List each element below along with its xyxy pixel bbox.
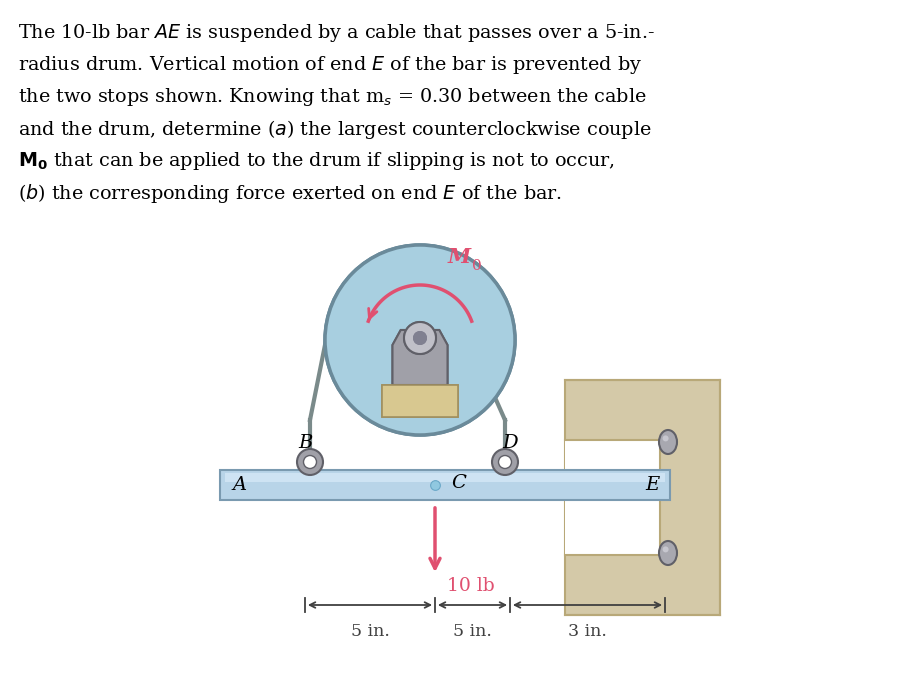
Text: 5 in.: 5 in. — [351, 623, 389, 640]
Circle shape — [325, 245, 515, 435]
Ellipse shape — [663, 546, 669, 552]
Text: the two stops shown. Knowing that m$_s$ = 0.30 between the cable: the two stops shown. Knowing that m$_s$ … — [18, 86, 646, 108]
Bar — [225, 473, 665, 482]
Ellipse shape — [659, 430, 677, 454]
Text: 3 in.: 3 in. — [568, 623, 607, 640]
Bar — [565, 440, 660, 555]
Text: ($b$) the corresponding force exerted on end $E$ of the bar.: ($b$) the corresponding force exerted on… — [18, 182, 562, 205]
Polygon shape — [393, 330, 447, 385]
Text: M: M — [448, 247, 471, 267]
Ellipse shape — [659, 541, 677, 565]
Circle shape — [304, 456, 316, 469]
Circle shape — [325, 245, 515, 435]
Circle shape — [492, 449, 518, 475]
Circle shape — [297, 449, 323, 475]
Bar — [382, 385, 458, 417]
Ellipse shape — [663, 435, 669, 441]
Text: D: D — [502, 434, 518, 452]
Text: The 10-lb bar $AE$ is suspended by a cable that passes over a 5-in.-: The 10-lb bar $AE$ is suspended by a cab… — [18, 22, 654, 44]
Circle shape — [498, 456, 512, 469]
Text: radius drum. Vertical motion of end $E$ of the bar is prevented by: radius drum. Vertical motion of end $E$ … — [18, 54, 642, 76]
Polygon shape — [393, 330, 447, 385]
Bar — [382, 385, 458, 417]
Text: B: B — [298, 434, 312, 452]
Text: and the drum, determine ($a$) the largest counterclockwise couple: and the drum, determine ($a$) the larges… — [18, 118, 652, 141]
Circle shape — [404, 322, 436, 354]
Text: $\mathbf{M}_\mathbf{0}$ that can be applied to the drum if slipping is not to oc: $\mathbf{M}_\mathbf{0}$ that can be appl… — [18, 150, 614, 172]
Text: E: E — [645, 476, 659, 494]
Bar — [220, 470, 670, 500]
Text: A: A — [232, 476, 246, 494]
Circle shape — [404, 322, 436, 354]
Circle shape — [413, 331, 427, 345]
Bar — [565, 380, 720, 615]
Text: 5 in.: 5 in. — [453, 623, 492, 640]
Text: C: C — [451, 474, 466, 492]
Circle shape — [413, 331, 427, 345]
Text: 0: 0 — [472, 259, 482, 273]
Text: 10 lb: 10 lb — [447, 577, 494, 595]
